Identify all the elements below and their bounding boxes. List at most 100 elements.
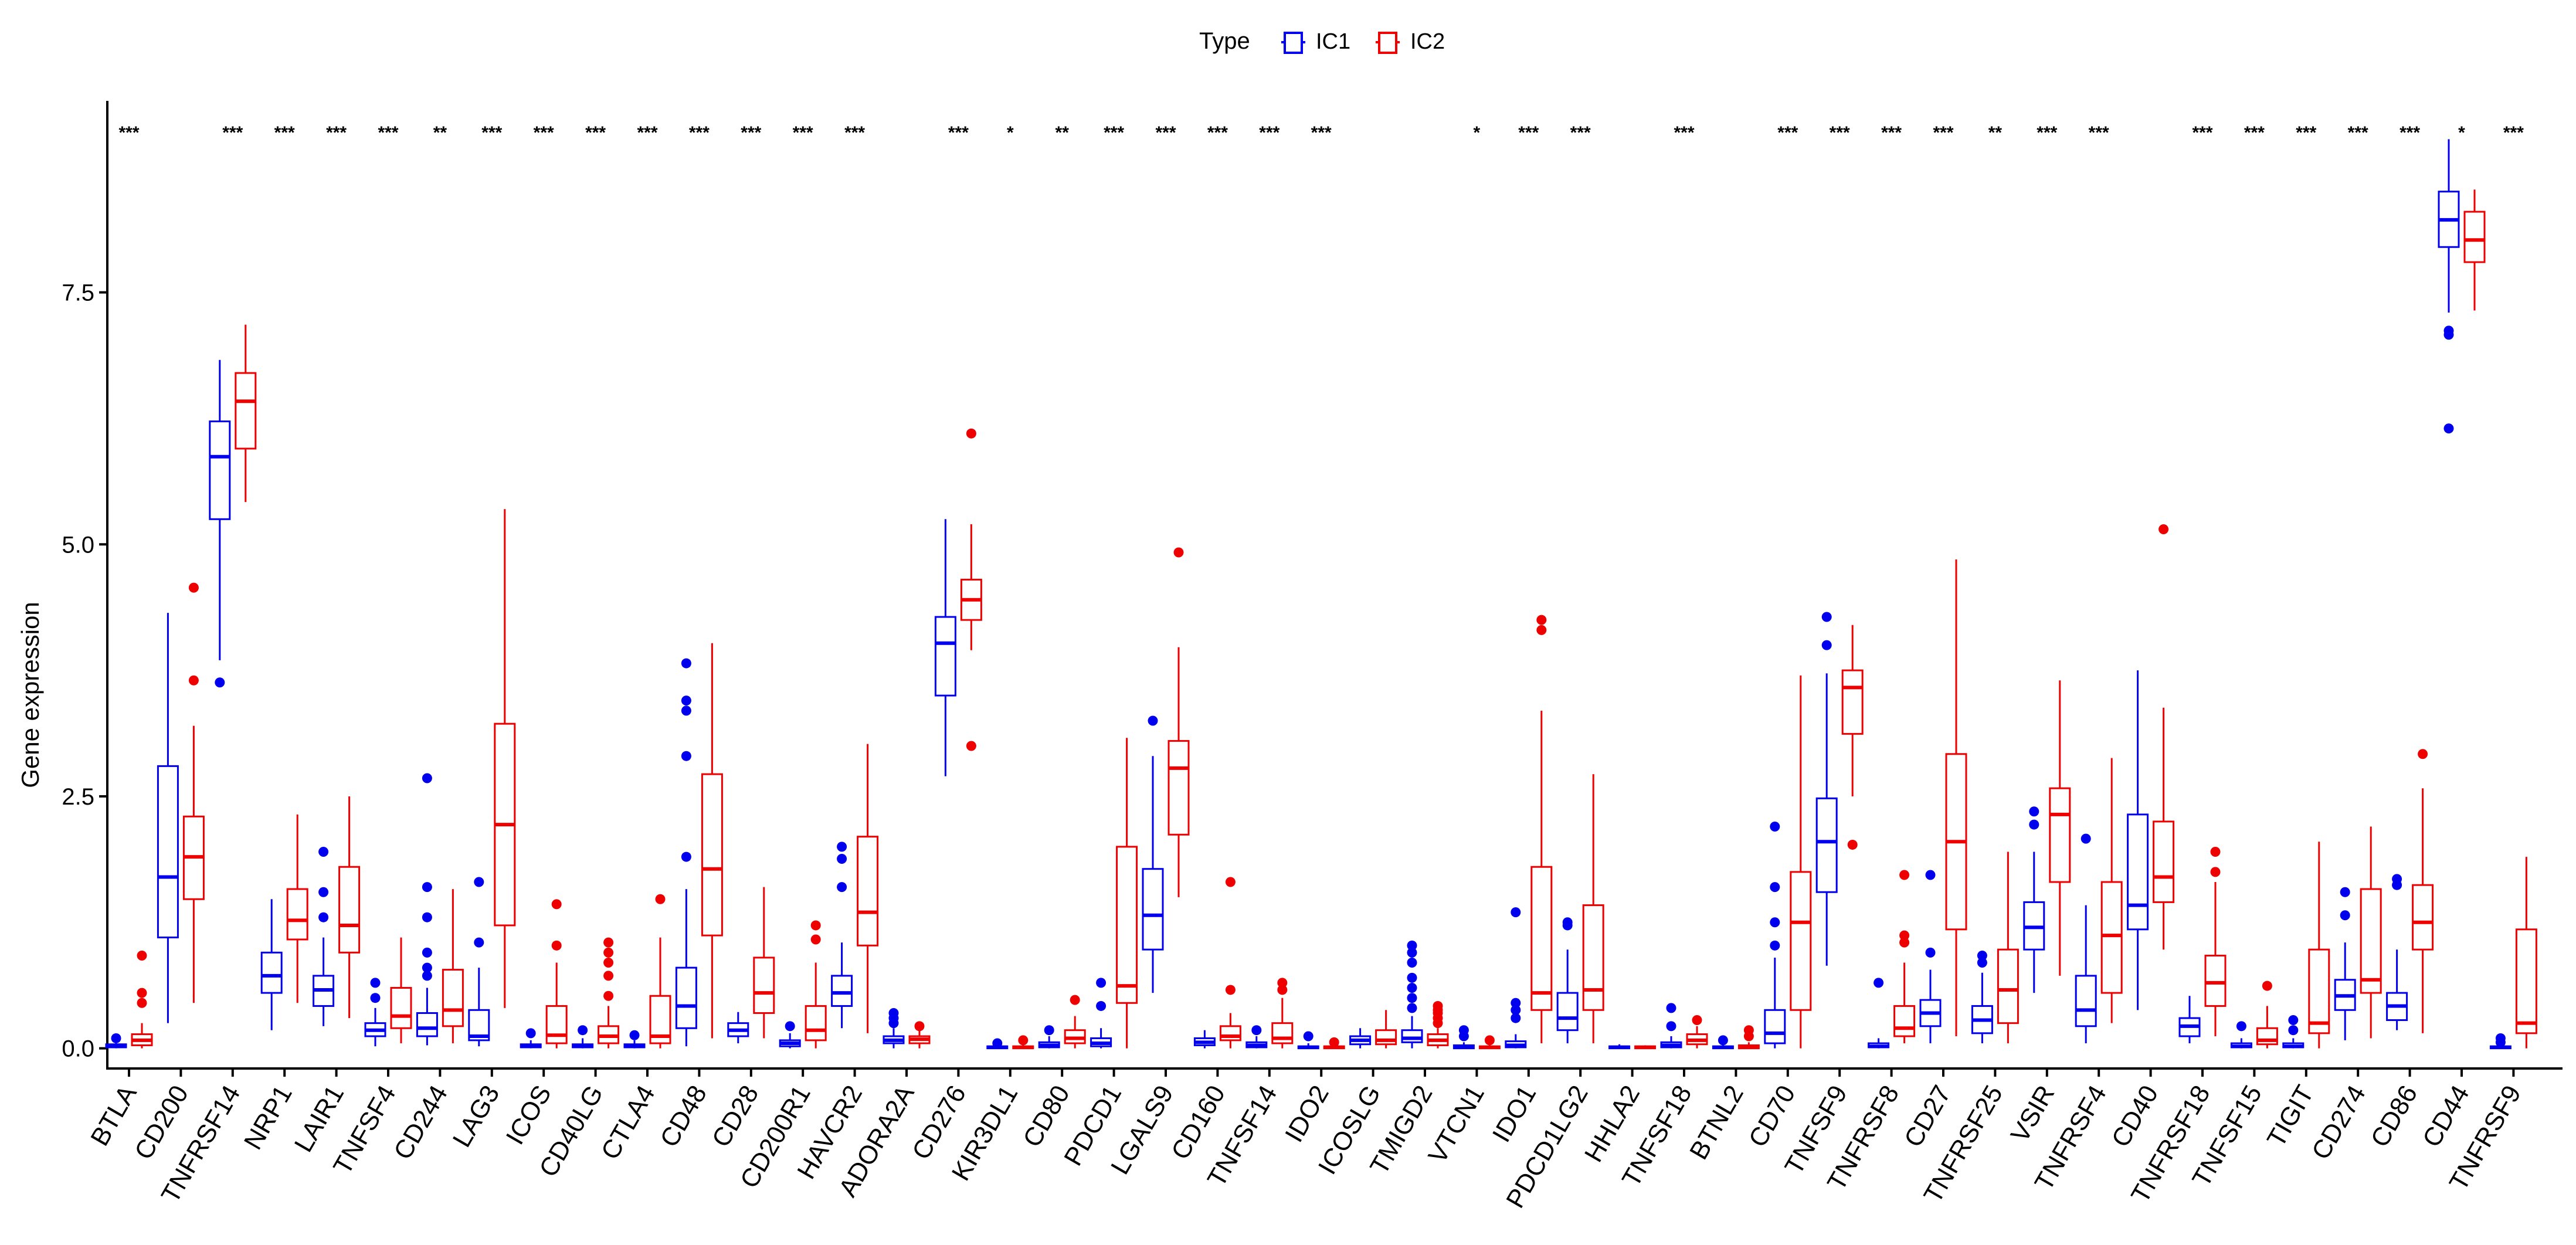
- box-body: [1997, 948, 2019, 1025]
- box-ic2: [2153, 524, 2175, 950]
- legend-title: Type: [1199, 28, 1250, 54]
- box-ic1: [2127, 670, 2149, 1010]
- box-outlier: [1770, 917, 1780, 928]
- box-outlier: [1407, 993, 1417, 1003]
- box-outlier: [2236, 1021, 2246, 1032]
- box-body: [1790, 871, 1812, 1011]
- box-ic2: [2049, 680, 2071, 976]
- box-body: [1530, 866, 1553, 1011]
- box-outlier: [2029, 806, 2039, 817]
- gene-group-tigit: [2282, 842, 2330, 1049]
- box-outlier: [1148, 715, 1158, 726]
- box-outlier: [1458, 1025, 1469, 1036]
- gene-group-tnfrsf4: [2075, 758, 2123, 1044]
- box-outlier: [2392, 874, 2402, 884]
- gene-group-ctla4: [623, 894, 671, 1049]
- box-body: [2049, 787, 2071, 883]
- gene-group-tnfrsf14: [209, 324, 257, 688]
- y-ticks: 0.0 2.5 5.0 7.5: [62, 280, 107, 1062]
- box-outlier: [137, 998, 147, 1008]
- box-outlier: [2158, 524, 2169, 534]
- box-outlier: [318, 846, 329, 857]
- gene-group-cd80: [1038, 995, 1086, 1049]
- box-body: [2412, 884, 2434, 951]
- box-ic2: [182, 582, 205, 1003]
- box-ic2: [2463, 189, 2486, 311]
- gene-group-cd27: [1919, 559, 1967, 1044]
- box-body: [157, 765, 179, 939]
- box-outlier: [1692, 1015, 1702, 1025]
- box-outlier: [837, 842, 847, 852]
- box-ic1: [675, 658, 697, 1047]
- box-body: [831, 975, 853, 1007]
- box-outlier: [655, 894, 666, 904]
- box-ic2: [2256, 981, 2278, 1049]
- significance-label: ***: [948, 123, 969, 143]
- box-body: [1271, 1022, 1294, 1044]
- box-body: [1841, 669, 1864, 735]
- box-ic1: [520, 1028, 542, 1049]
- gene-group-lag3: [468, 509, 516, 1047]
- box-outlier: [1899, 870, 1910, 880]
- significance-label: ***: [1259, 123, 1279, 143]
- significance-label: ***: [2192, 123, 2212, 143]
- box-outlier: [215, 677, 225, 688]
- significance-label: ***: [689, 123, 710, 143]
- box-outlier: [2288, 1025, 2299, 1036]
- box-ic2: [2412, 749, 2434, 1033]
- box-ic1: [1297, 1031, 1319, 1050]
- significance-label: ***: [844, 123, 865, 143]
- box-outlier: [810, 920, 821, 931]
- box-ic2: [649, 894, 671, 1049]
- box-ic2: [1945, 559, 1967, 1036]
- box-body: [1815, 797, 1838, 893]
- box-ic1: [727, 1012, 749, 1044]
- box-body: [338, 866, 361, 954]
- box-outlier: [422, 971, 432, 981]
- box-outlier: [2029, 819, 2039, 830]
- box-ic2: [1686, 1015, 1708, 1049]
- box-outlier: [1977, 951, 1987, 961]
- gene-group-cd274: [2334, 826, 2382, 1040]
- box-ic1: [1401, 940, 1423, 1049]
- box-outlier: [318, 887, 329, 897]
- box-outlier: [603, 947, 614, 958]
- box-ic1: [1349, 1028, 1372, 1049]
- box-ic1: [1919, 870, 1942, 1044]
- box-ic2: [2100, 758, 2123, 1023]
- significance-label: ***: [1155, 123, 1176, 143]
- box-ic1: [2178, 996, 2201, 1044]
- box-outlier: [1562, 917, 1573, 928]
- box-ic1: [1660, 1003, 1682, 1049]
- box-outlier: [1899, 930, 1910, 941]
- y-tick-label: 5.0: [62, 532, 94, 558]
- box-outlier: [1821, 640, 1832, 650]
- box-ic1: [1608, 1044, 1631, 1050]
- box-ic1: [2386, 874, 2408, 1030]
- box-ic1: [1142, 715, 1164, 993]
- box-outlier: [137, 988, 147, 998]
- box-outlier: [966, 741, 976, 751]
- box-ic2: [1012, 1035, 1034, 1050]
- box-ic1: [1193, 1030, 1216, 1049]
- box-outlier: [2418, 749, 2428, 759]
- gene-group-ido1: [1505, 615, 1553, 1049]
- box-ic1: [779, 1021, 801, 1049]
- box-ic2: [338, 796, 361, 1019]
- box-body: [235, 372, 257, 450]
- box-outlier: [551, 899, 562, 910]
- box-outlier: [2210, 867, 2221, 877]
- significance-label: ***: [585, 123, 606, 143]
- box-ic1: [209, 359, 231, 688]
- box-outlier: [188, 675, 199, 686]
- box-outlier: [603, 937, 614, 948]
- box-body: [209, 420, 231, 520]
- box-ic2: [857, 744, 879, 1033]
- box-outlier: [1329, 1037, 1339, 1047]
- box-ic1: [1505, 907, 1527, 1049]
- significance-label: *: [1007, 123, 1014, 143]
- box-outlier: [2495, 1033, 2506, 1043]
- box-outlier: [1977, 958, 1987, 968]
- box-outlier: [2210, 846, 2221, 857]
